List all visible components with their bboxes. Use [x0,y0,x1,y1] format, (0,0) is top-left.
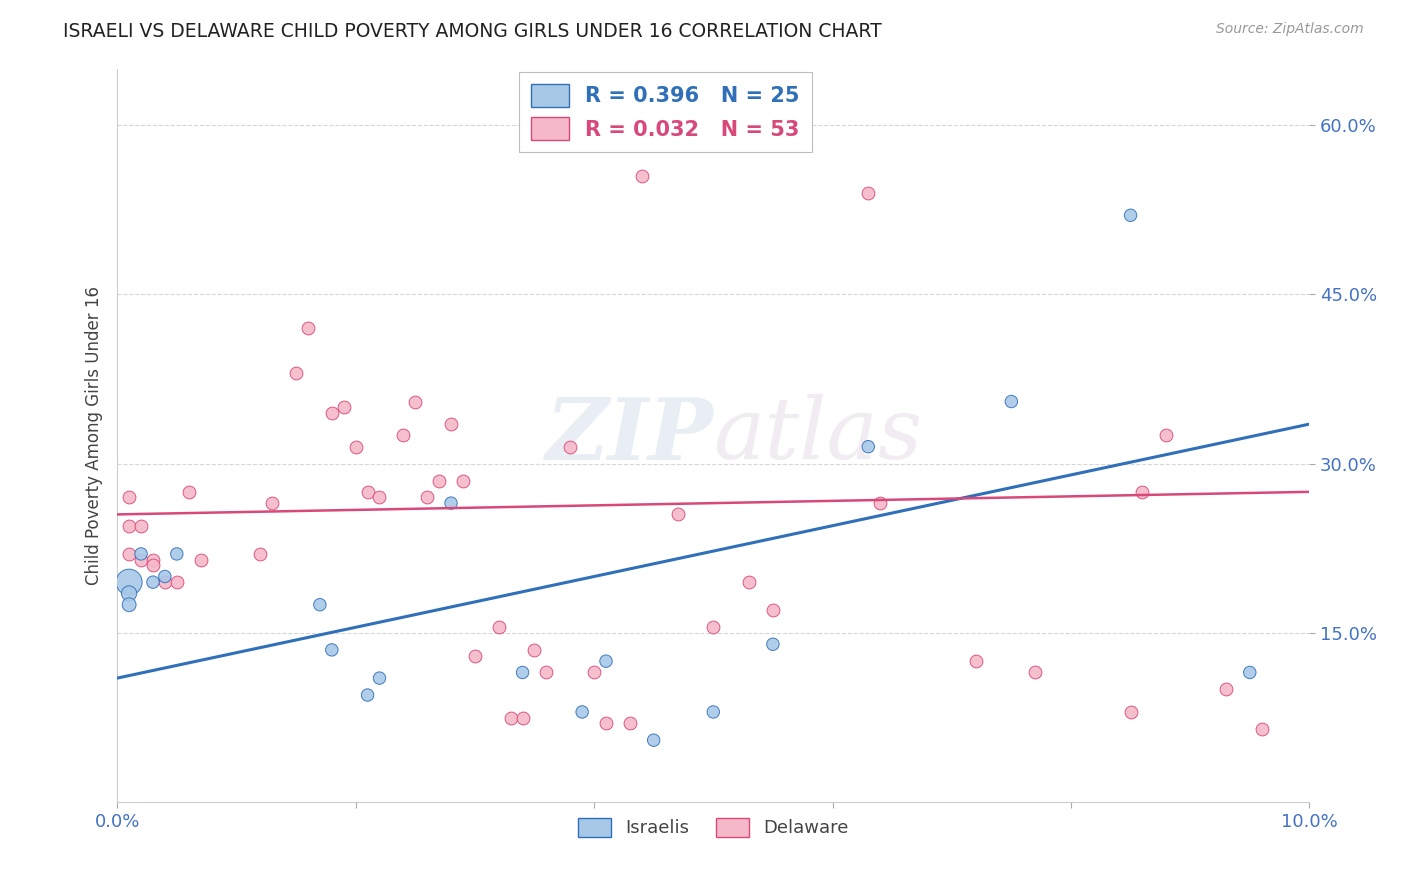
Point [702,620,724,634]
Point [177,484,200,499]
Text: Source: ZipAtlas.com: Source: ZipAtlas.com [1216,22,1364,37]
Point [262,496,284,510]
Point [368,491,391,505]
Point [702,705,724,719]
Point [595,716,617,731]
Point [416,491,439,505]
Point [512,665,534,680]
Point [762,637,785,651]
Point [129,547,152,561]
Point [858,186,880,200]
Text: ISRAELI VS DELAWARE CHILD POVERTY AMONG GIRLS UNDER 16 CORRELATION CHART: ISRAELI VS DELAWARE CHILD POVERTY AMONG … [63,22,882,41]
Point [440,417,463,431]
Point [344,440,367,454]
Point [166,575,188,590]
Point [488,620,510,634]
Point [464,648,486,663]
Point [512,710,534,724]
Point [595,654,617,668]
Point [643,733,665,747]
Point [118,491,141,505]
Point [321,406,343,420]
Point [1250,722,1272,736]
Point [858,440,880,454]
Point [1119,208,1142,222]
Point [404,394,426,409]
Point [142,552,165,566]
Point [738,575,761,590]
Point [1239,665,1261,680]
Text: atlas: atlas [713,394,922,476]
Legend: Israelis, Delaware: Israelis, Delaware [571,811,856,845]
Point [190,552,212,566]
Point [166,547,188,561]
Point [1024,665,1046,680]
Point [118,547,141,561]
Point [440,496,463,510]
Point [392,428,415,442]
Point [297,321,319,335]
Point [153,569,176,583]
Point [285,367,308,381]
Point [630,169,652,183]
Point [142,558,165,573]
Point [451,474,474,488]
Point [1132,484,1154,499]
Point [560,440,582,454]
Point [118,518,141,533]
Point [523,643,546,657]
Point [142,575,165,590]
Point [1215,682,1237,697]
Point [118,586,141,600]
Point [427,474,450,488]
Point [129,518,152,533]
Point [536,665,558,680]
Point [356,688,378,702]
Point [869,496,891,510]
Point [332,400,354,414]
Point [249,547,271,561]
Point [571,705,593,719]
Text: ZIP: ZIP [546,393,713,477]
Point [965,654,987,668]
Point [368,671,391,685]
Point [308,598,330,612]
Point [666,508,689,522]
Point [583,665,606,680]
Point [129,552,152,566]
Point [356,484,378,499]
Y-axis label: Child Poverty Among Girls Under 16: Child Poverty Among Girls Under 16 [86,286,103,585]
Point [1000,394,1022,409]
Point [499,710,522,724]
Point [118,598,141,612]
Point [153,575,176,590]
Point [762,603,785,617]
Point [321,643,343,657]
Point [118,575,141,590]
Point [1156,428,1178,442]
Point [1119,705,1142,719]
Point [619,716,641,731]
